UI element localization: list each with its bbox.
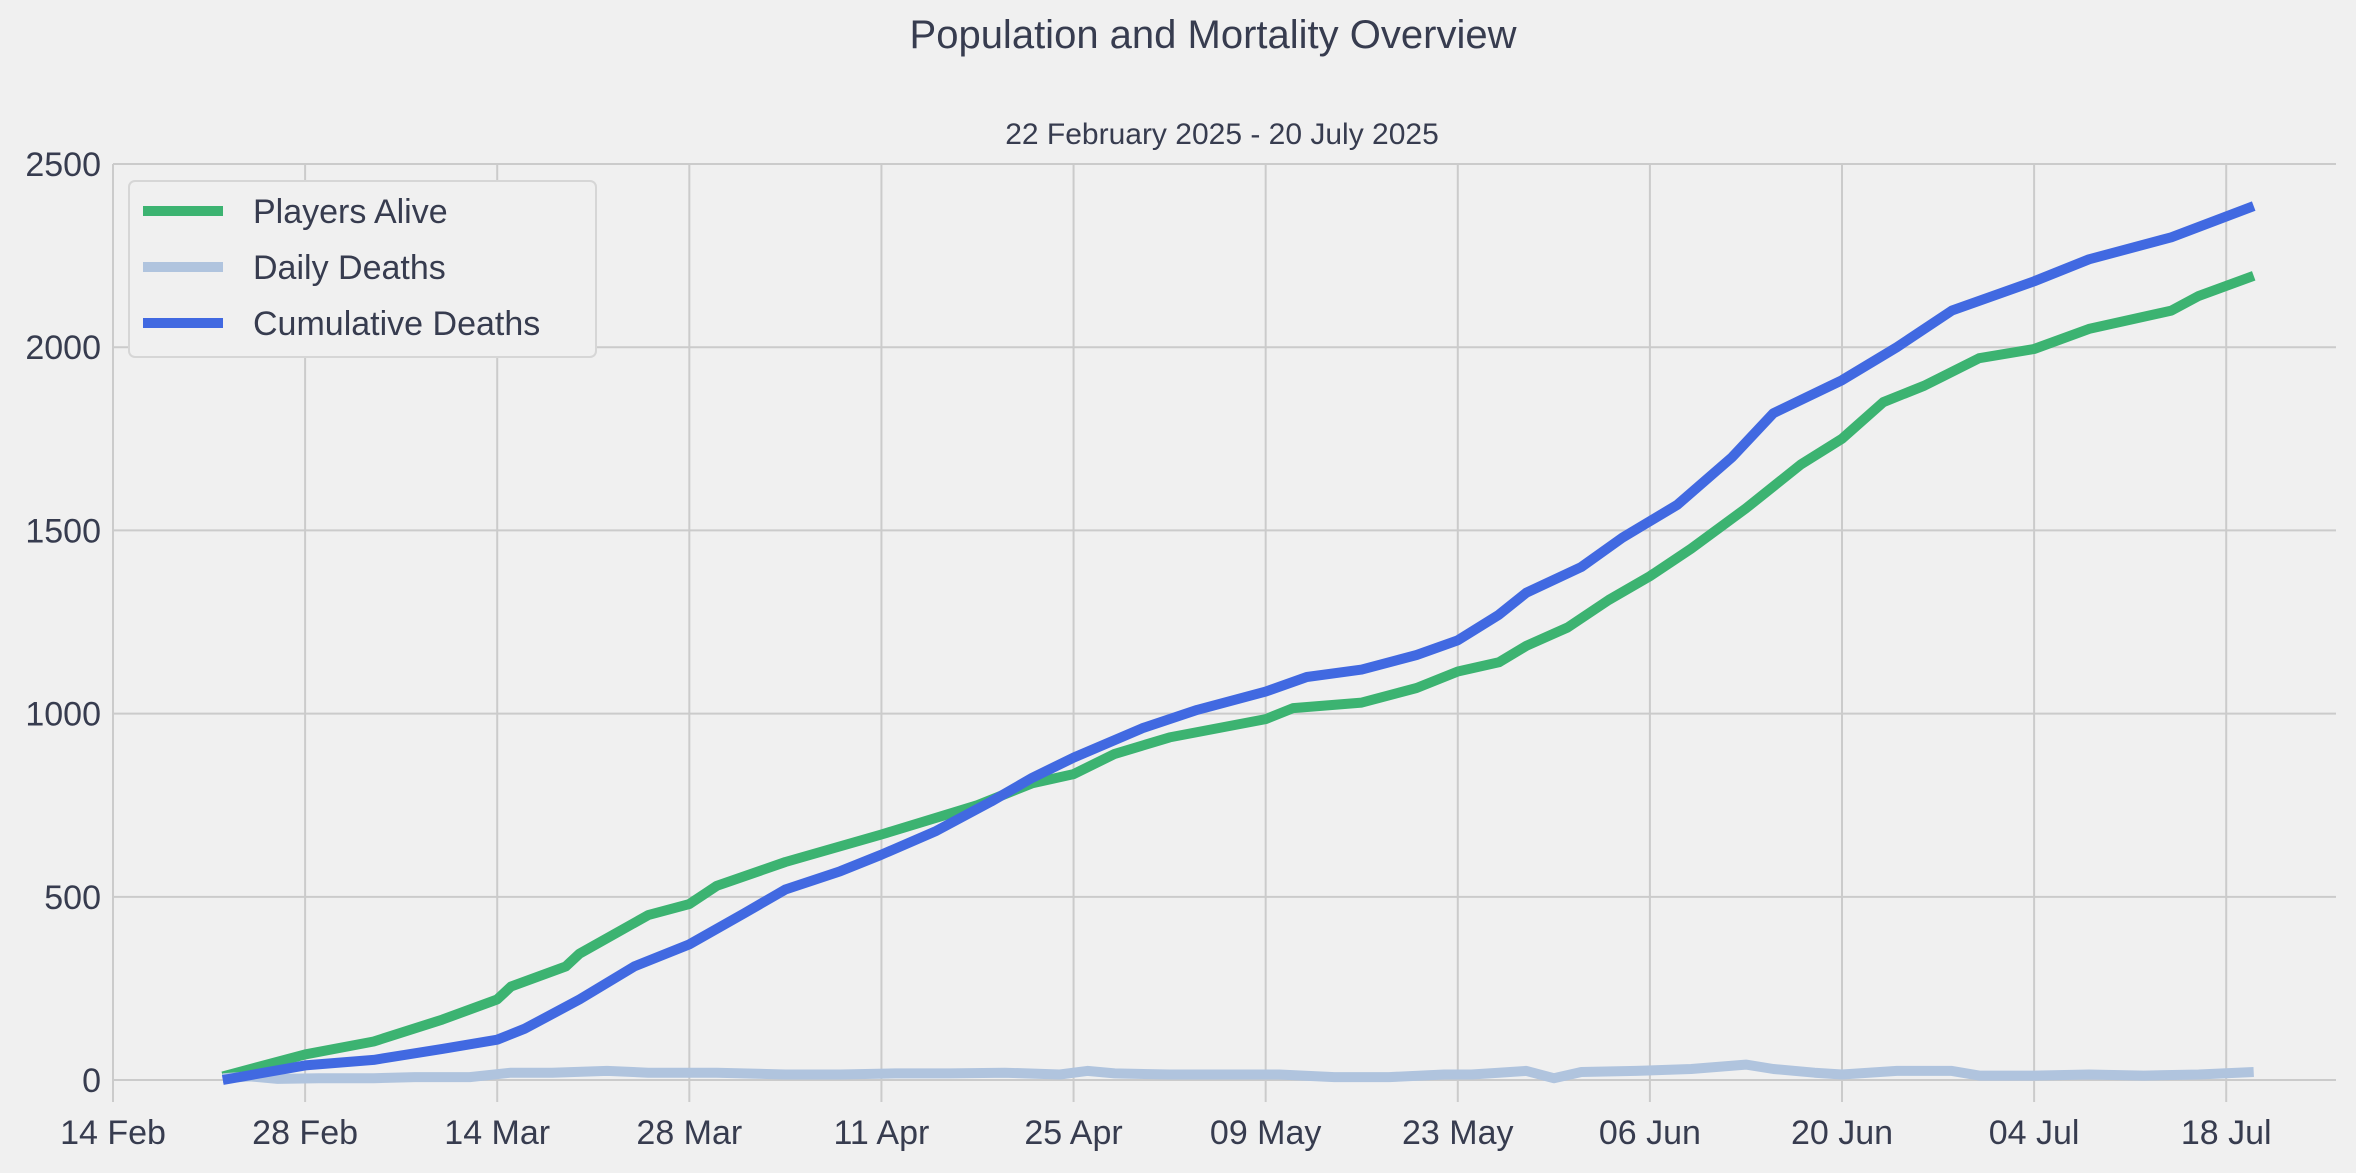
grid — [112, 163, 2336, 1102]
legend-label-daily-deaths: Daily Deaths — [253, 249, 446, 287]
series-line-daily-deaths — [222, 1059, 2254, 1084]
axes: 0 500 1000 1500 2000 2500 14 Feb 28 Feb 14 Mar 28… — [25, 146, 2271, 1152]
x-tick-label: 04 Jul — [1989, 1114, 2080, 1152]
chart-subtitle: 22 February 2025 - 20 July 2025 — [1005, 118, 1439, 151]
x-tick-label: 14 Feb — [60, 1114, 166, 1152]
y-tick-label: 0 — [82, 1062, 101, 1100]
legend-label-cumulative-deaths: Cumulative Deaths — [253, 305, 540, 343]
x-tick-label: 11 Apr — [834, 1114, 930, 1152]
x-tick-label: 06 Jun — [1599, 1114, 1701, 1152]
x-tick-label: 23 May — [1402, 1114, 1514, 1152]
x-tick-label: 28 Feb — [252, 1114, 358, 1152]
legend-box — [128, 180, 597, 358]
x-tick-label: 14 Mar — [444, 1114, 550, 1152]
x-tick-label: 25 Apr — [1024, 1114, 1122, 1152]
y-tick-label: 1500 — [25, 512, 101, 550]
x-tick-label: 28 Mar — [636, 1114, 742, 1152]
series-line-players-alive — [221, 271, 2256, 1082]
x-tick-label: 09 May — [1210, 1114, 1322, 1152]
legend-label-players-alive: Players Alive — [253, 193, 448, 231]
y-tick-label: 1000 — [25, 696, 101, 734]
y-tick-label: 500 — [44, 879, 101, 917]
series-group — [221, 201, 2256, 1085]
y-tick-label: 2500 — [25, 146, 101, 184]
series-line-cumulative-deaths — [221, 201, 2256, 1085]
chart-title: Population and Mortality Overview — [910, 13, 1517, 57]
legend: Players Alive Daily Deaths Cumulative Deat… — [128, 180, 597, 358]
y-tick-label: 2000 — [25, 329, 101, 367]
x-tick-label: 18 Jul — [2181, 1114, 2272, 1152]
x-tick-label: 20 Jun — [1791, 1114, 1893, 1152]
